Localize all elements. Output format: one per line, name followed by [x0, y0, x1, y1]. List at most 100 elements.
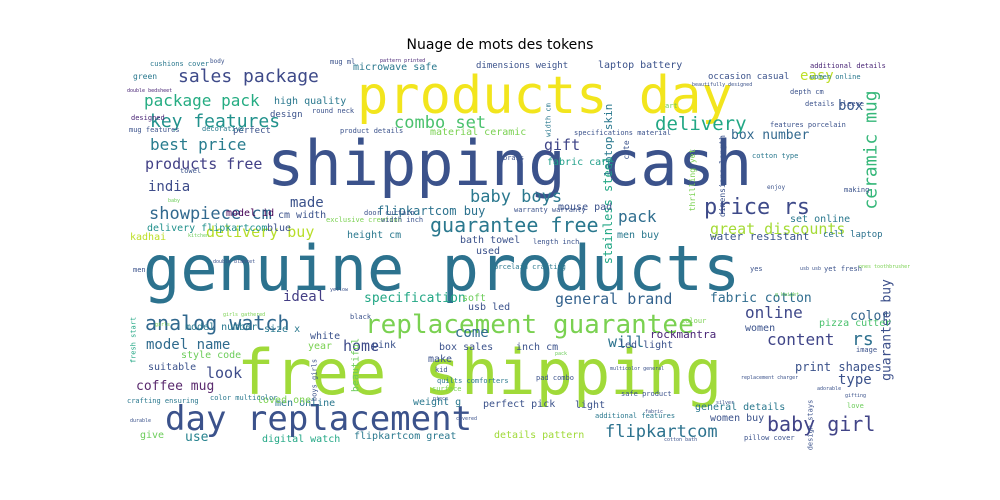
word-piece: piece: [433, 396, 448, 402]
word-light: light: [575, 400, 605, 411]
word-stainless-steel: stainless steel: [601, 156, 615, 264]
word-additional-details: additional details: [810, 62, 886, 70]
word-guarantee-free: guarantee free: [430, 213, 599, 237]
word-towel: towel: [180, 167, 201, 175]
word-general-brand: general brand: [555, 290, 672, 308]
word-colour: colour: [681, 317, 706, 325]
word-height-cm: height cm: [347, 230, 401, 241]
word-pink: pink: [372, 340, 396, 351]
word-perfect-pick: perfect pick: [483, 399, 555, 410]
word-cushions-cover: cushions cover: [150, 60, 209, 68]
word-double-bedsheet: double bedsheet: [127, 88, 172, 94]
word-features-porcelain: features porcelain: [770, 121, 846, 129]
word-led-light: led light: [619, 340, 673, 351]
word-box: box: [838, 98, 863, 114]
word-design-stays: design stays: [806, 400, 814, 451]
word-pack: pack: [555, 351, 567, 357]
word-pattern-printed: pattern printed: [380, 58, 425, 64]
word-look: look: [206, 364, 242, 382]
word-quilts-comforters: quilts comforters: [437, 377, 509, 385]
word-loved-one: loved one: [257, 395, 311, 406]
word-model-name: model name: [146, 337, 230, 353]
word-water-resistant: water resistant: [710, 230, 809, 243]
word-making: making: [844, 186, 869, 194]
word-ideal: ideal: [283, 289, 325, 305]
word-enjoy: enjoy: [767, 184, 785, 191]
word-blue: blue: [267, 223, 291, 234]
word-price-rs: price rs: [704, 195, 810, 220]
word-weight-g: weight g: [413, 397, 461, 408]
word-bath-towel: bath towel: [460, 235, 520, 246]
word-exclusive-creation: exclusive creation: [326, 216, 402, 224]
word-details-pattern: details pattern: [494, 430, 584, 441]
word-products-free: products free: [145, 155, 262, 173]
word-men: men: [133, 266, 146, 274]
word-depth-cm: depth cm: [790, 88, 824, 96]
word-shipping-cash: shipping cash: [267, 127, 752, 200]
word-men-online: men online: [275, 398, 335, 409]
word-color: color: [850, 309, 889, 324]
word-coffee-mug: coffee mug: [136, 379, 214, 394]
word-box-number: box number: [731, 128, 809, 143]
word-combo-set: combo set: [394, 113, 486, 133]
word-delivery: delivery: [655, 113, 747, 135]
word-microwave-safe: microwave safe: [353, 62, 437, 73]
word-cute: cute: [622, 140, 631, 159]
word-fabric-cotton: fabric cotton: [710, 291, 812, 306]
word-decorative: decorative: [202, 125, 244, 133]
word-safe-product: safe product: [621, 390, 672, 398]
word-delivery-buy: delivery buy: [206, 223, 314, 241]
word-products-day: products day: [357, 66, 733, 126]
word-yellow: yellow: [330, 287, 349, 293]
word-easy: easy: [800, 68, 834, 84]
word-product-details: product details: [340, 127, 403, 135]
word-ones-toothbrusher: ones toothbrusher: [859, 264, 910, 270]
word-details-sleeve: details sleeve: [805, 100, 864, 108]
word-body: body: [210, 58, 225, 65]
word-give: give: [140, 430, 164, 441]
word-cell-laptop: cell laptop: [823, 230, 883, 240]
word-delivery-flipkartcom: delivery flipkartcom: [147, 223, 267, 234]
word-fabric-care: fabric care: [547, 157, 613, 168]
word-cm-width: cm width: [278, 210, 326, 221]
word-day-replacement: day replacement: [165, 399, 472, 439]
word-free-shipping: free shipping: [237, 336, 722, 409]
word-art: art: [665, 102, 678, 110]
word-guarantee-buy: guarantee buy: [880, 279, 895, 381]
word-home: home: [343, 337, 379, 355]
word-general-details: general details: [695, 402, 785, 413]
word-women-online: women online: [810, 73, 861, 81]
word-make: make: [428, 354, 452, 365]
word-mouse-pad: mouse pad: [558, 202, 612, 213]
word-pack: pack: [618, 207, 657, 226]
word-durable: durable: [130, 418, 151, 424]
word-green: green: [133, 72, 157, 81]
word-rs: rs: [852, 329, 874, 350]
word-round-neck: round neck: [312, 107, 355, 115]
word-crafting-ensuring: crafting ensuring: [127, 397, 199, 405]
word-multicolor-general: multicolor general: [610, 366, 664, 372]
word-beautiful: beautiful: [351, 338, 362, 392]
word-replacement-guarantee: replacement guarantee: [365, 310, 694, 340]
word-replacement-charger: replacement charger: [741, 375, 798, 381]
word-black: black: [350, 313, 372, 321]
word-fresh-start: fresh start: [129, 317, 137, 363]
word-perfect: perfect: [233, 126, 271, 136]
word-color-multicolor: color multicolor: [210, 394, 277, 402]
word-design: design: [270, 110, 303, 120]
word-online: online: [745, 303, 803, 322]
word-pillow-cover: pillow cover: [744, 434, 795, 442]
word-silver: silver: [716, 400, 734, 406]
word-use: use: [185, 430, 209, 445]
word-image: image: [856, 346, 877, 354]
word-women-buy: women buy: [710, 413, 764, 424]
word-love: love: [847, 402, 864, 410]
word-cotton-type: cotton type: [752, 152, 798, 160]
word-specifications-material: specifications material: [574, 129, 671, 137]
word-inch-cm: inch cm: [516, 342, 558, 353]
word-model-id: model id: [226, 208, 274, 219]
word-additional-features: additional features: [595, 412, 675, 420]
word-door-curtain: door curtain: [364, 209, 415, 217]
